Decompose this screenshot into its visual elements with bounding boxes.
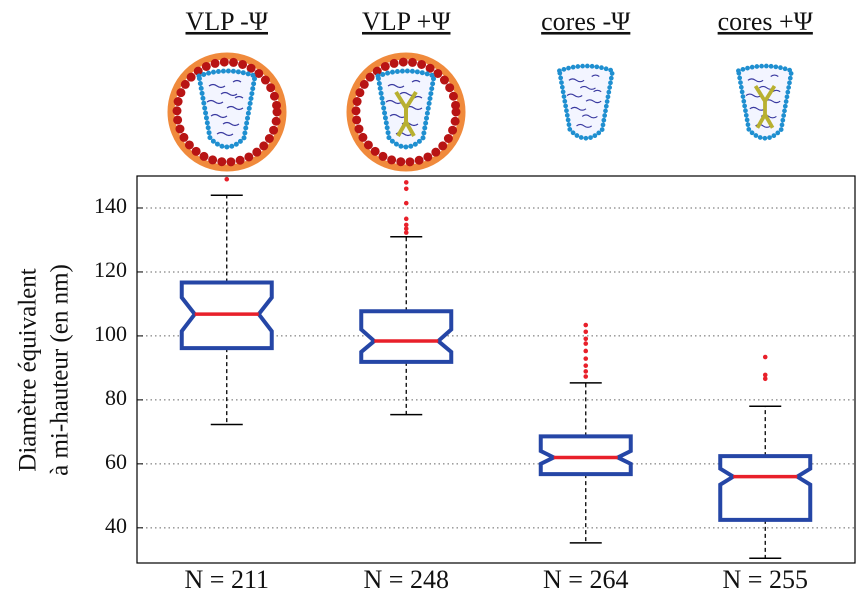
outlier xyxy=(583,341,589,346)
x-tick-label: N = 248 xyxy=(364,565,449,594)
outlier xyxy=(583,374,589,379)
plot-frame xyxy=(136,175,856,564)
outlier xyxy=(403,226,409,232)
y-axis-label: Diamètre équivalent xyxy=(15,268,42,471)
y-tick-label: 100 xyxy=(94,321,127,346)
x-tick-label: N = 211 xyxy=(185,565,269,594)
x-tick-label: N = 255 xyxy=(723,565,808,594)
x-tick-label: N = 264 xyxy=(543,565,628,594)
outlier xyxy=(762,376,768,382)
box xyxy=(718,454,813,522)
outlier xyxy=(403,200,409,206)
outlier xyxy=(403,186,409,192)
icon-vlp-minus xyxy=(171,56,283,168)
outlier xyxy=(583,363,589,368)
outlier xyxy=(583,322,589,328)
outlier xyxy=(403,180,409,185)
outlier xyxy=(583,356,589,361)
y-tick-label: 120 xyxy=(94,257,127,282)
outlier xyxy=(403,216,409,222)
icon-vlp-plus xyxy=(350,56,462,168)
outlier xyxy=(403,222,409,228)
group-header: VLP -Ψ xyxy=(186,7,269,36)
outlier xyxy=(583,369,589,374)
y-tick-label: 140 xyxy=(94,193,127,218)
outlier xyxy=(583,336,589,342)
group-header: cores +Ψ xyxy=(718,7,814,36)
y-tick-label: 60 xyxy=(105,449,127,474)
outlier xyxy=(762,354,768,360)
icon-cores-minus xyxy=(559,66,612,138)
icon-cores-plus xyxy=(738,66,791,138)
box xyxy=(359,309,454,364)
group-header: cores -Ψ xyxy=(541,7,631,36)
outlier xyxy=(583,348,589,354)
y-axis-label: à mi-hauteur (en nm) xyxy=(47,264,74,476)
outlier xyxy=(762,372,768,378)
group-header: VLP +Ψ xyxy=(362,7,451,36)
outlier xyxy=(224,176,230,182)
outlier xyxy=(583,329,589,335)
y-tick-label: 80 xyxy=(105,385,127,410)
y-tick-label: 40 xyxy=(105,513,127,538)
box xyxy=(538,434,633,477)
outlier xyxy=(403,230,409,235)
